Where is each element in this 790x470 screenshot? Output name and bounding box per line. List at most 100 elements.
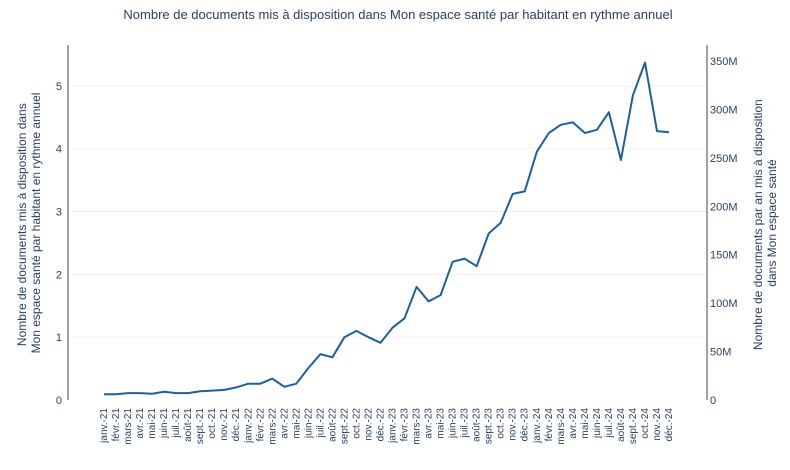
x-tick-label: oct.-23 — [496, 408, 507, 439]
x-tick-label: mars-24 — [556, 408, 567, 445]
data-point — [560, 124, 561, 125]
data-point — [392, 327, 393, 328]
y2-tick-label: 150M — [710, 250, 738, 262]
x-tick-label: sept.-24 — [628, 408, 639, 445]
x-tick-label: août-23 — [472, 408, 483, 442]
x-tick-label: févr.-22 — [255, 408, 266, 442]
data-point — [500, 222, 501, 223]
x-tick-label: déc.-21 — [231, 408, 242, 442]
y-axis-right-title: Nombre de documents par an mis à disposi… — [751, 96, 779, 350]
x-tick-label: juin-22 — [303, 408, 314, 439]
x-tick-label: avr.-22 — [279, 408, 290, 439]
x-tick-label: mars-23 — [412, 408, 423, 445]
x-tick-label: avr.-24 — [568, 408, 579, 439]
data-point — [512, 193, 513, 194]
x-tick-label: nov.-23 — [508, 408, 519, 441]
data-point — [476, 266, 477, 267]
x-tick-label: mai-21 — [147, 408, 158, 439]
data-point — [176, 393, 177, 394]
x-tick-label: nov.-22 — [363, 408, 374, 441]
data-point — [452, 261, 453, 262]
x-tick-label: mai-23 — [436, 408, 447, 439]
data-point — [440, 295, 441, 296]
x-tick-label: déc.-24 — [664, 408, 675, 442]
y2-tick-label: 350M — [710, 56, 738, 68]
chart-title: Nombre de documents mis à disposition da… — [123, 7, 672, 22]
x-tick-label: nov.-21 — [219, 408, 230, 441]
data-point — [103, 394, 104, 395]
x-tick-label: juin-23 — [448, 408, 459, 439]
data-point — [428, 301, 429, 302]
y-axis-right-title-line-2: dans Mon espace santé — [765, 159, 779, 287]
x-tick-label: août-21 — [183, 408, 194, 442]
y-axis-left-ticks: 0 1 2 3 4 5 — [56, 81, 62, 407]
data-point — [127, 393, 128, 394]
data-point — [404, 318, 405, 319]
x-axis-ticks: janv.-21 févr.-21 mars-21 avr.-21 mai-21 juin… — [99, 408, 675, 445]
series-layer — [103, 61, 670, 396]
data-point — [200, 391, 201, 392]
y2-tick-label: 50M — [710, 347, 731, 359]
x-tick-label: janv.-22 — [243, 408, 254, 444]
data-point — [380, 342, 381, 343]
x-tick-label: févr.-21 — [111, 408, 122, 442]
x-tick-label: déc.-22 — [375, 408, 386, 442]
data-point — [332, 357, 333, 358]
x-tick-label: mars-21 — [123, 408, 134, 445]
data-point — [188, 393, 189, 394]
y-tick-label: 0 — [56, 395, 62, 407]
y-tick-label: 5 — [56, 81, 62, 93]
data-point — [356, 330, 357, 331]
x-tick-label: janv.-21 — [99, 408, 110, 444]
x-tick-label: juin-24 — [592, 408, 603, 439]
x-tick-label: déc.-23 — [520, 408, 531, 442]
y-tick-label: 3 — [56, 207, 62, 219]
axes — [67, 45, 708, 400]
y-axis-left-title-line-1: Nombre de documents mis à disposition da… — [15, 103, 29, 346]
data-point — [584, 132, 585, 133]
x-tick-label: sept.-21 — [195, 408, 206, 445]
x-tick-label: oct.-22 — [351, 408, 362, 439]
x-tick-label: nov.-24 — [652, 408, 663, 441]
x-tick-label: juil.-21 — [171, 408, 182, 439]
y-tick-label: 2 — [56, 269, 62, 281]
data-point — [524, 191, 525, 192]
data-point — [236, 387, 237, 388]
series-line-0 — [104, 61, 670, 396]
data-point — [344, 337, 345, 338]
data-point — [224, 389, 225, 390]
x-tick-label: janv.-24 — [532, 408, 543, 444]
data-point — [668, 132, 669, 133]
data-point — [308, 367, 309, 368]
data-point — [212, 390, 213, 391]
x-tick-label: juil.-24 — [604, 408, 615, 439]
x-tick-label: juin-21 — [159, 408, 170, 439]
x-tick-label: févr.-24 — [544, 408, 555, 442]
x-tick-label: févr.-23 — [400, 408, 411, 442]
data-point — [488, 233, 489, 234]
x-tick-label: sept.-23 — [484, 408, 495, 445]
y2-tick-label: 0 — [710, 395, 716, 407]
x-tick-label: août-24 — [616, 408, 627, 442]
data-point — [368, 337, 369, 338]
data-point — [608, 112, 609, 113]
x-tick-label: sept.-22 — [339, 408, 350, 445]
y-tick-label: 4 — [56, 144, 62, 156]
x-tick-label: mai-24 — [580, 408, 591, 439]
data-point — [536, 151, 537, 152]
y2-tick-label: 300M — [710, 104, 738, 116]
y-axis-right-ticks: 0 50M 100M 150M 200M 250M 300M 350M — [710, 56, 738, 407]
x-tick-label: avr.-21 — [135, 408, 146, 439]
x-tick-label: mars-22 — [267, 408, 278, 445]
gridlines — [68, 85, 707, 338]
data-point — [632, 95, 633, 96]
y2-tick-label: 200M — [710, 201, 738, 213]
data-point — [284, 386, 285, 387]
x-tick-label: oct.-21 — [207, 408, 218, 439]
data-point — [164, 391, 165, 392]
y2-tick-label: 100M — [710, 298, 738, 310]
data-point — [620, 159, 621, 160]
y2-tick-label: 250M — [710, 153, 738, 165]
